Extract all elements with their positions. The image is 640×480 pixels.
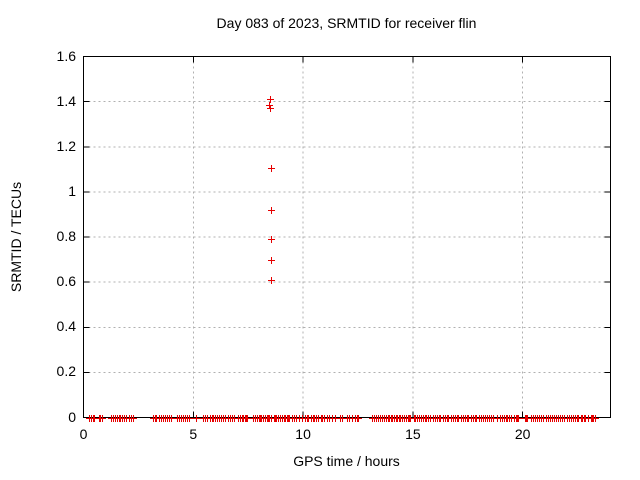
- chart-title: Day 083 of 2023, SRMTID for receiver fli…: [216, 15, 477, 31]
- data-point-markers: [86, 96, 599, 422]
- plot-border: [83, 56, 611, 418]
- x-axis-label: GPS time / hours: [293, 453, 400, 469]
- y-axis-label: SRMTID / TECUs: [8, 181, 24, 293]
